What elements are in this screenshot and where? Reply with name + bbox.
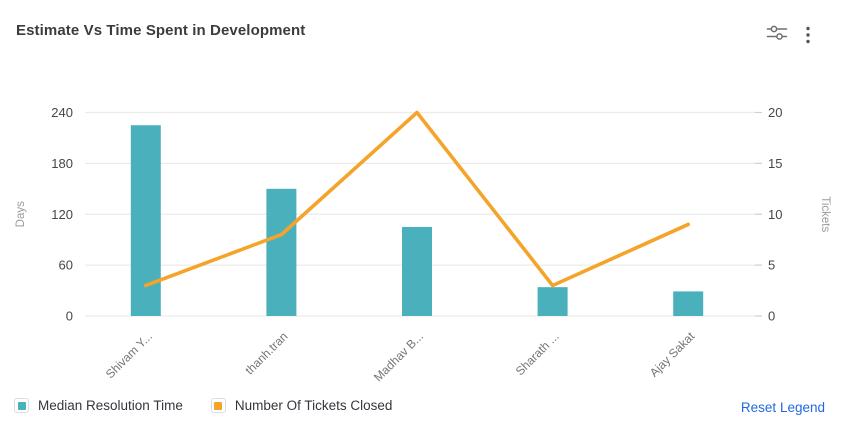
legend-swatch-fill	[17, 401, 26, 410]
left-axis-name: Days	[15, 201, 27, 227]
sliders-settings-icon[interactable]	[765, 21, 789, 45]
legend-item-number-of-tickets-closed[interactable]: Number Of Tickets Closed	[210, 398, 393, 413]
legend-swatch-fill	[214, 401, 223, 410]
legend-label: Median Resolution Time	[38, 398, 183, 413]
kebab-menu-icon	[806, 26, 810, 44]
bar-Sharath ...[interactable]	[537, 287, 568, 316]
more-options-menu[interactable]	[796, 23, 820, 47]
bar-Ajay Sakat[interactable]	[673, 291, 704, 316]
left-axis-tick-label: 240	[51, 105, 73, 120]
x-axis-category-label: Sharath ...	[513, 329, 562, 378]
legend-label: Number Of Tickets Closed	[234, 398, 393, 413]
x-axis-category-label: Madhav B...	[371, 329, 426, 384]
sliders-icon	[766, 25, 788, 40]
right-axis-name: Tickets	[819, 196, 831, 232]
reset-legend-link[interactable]: Reset Legend	[740, 400, 825, 415]
right-axis-tick-label: 0	[768, 309, 775, 324]
chart-legend: Median Resolution Time Number Of Tickets…	[14, 398, 392, 413]
bar-Madhav B...[interactable]	[402, 226, 432, 316]
left-axis-tick-label: 180	[51, 156, 73, 171]
right-axis-tick-label: 20	[768, 105, 782, 120]
legend-item-median-resolution-time[interactable]: Median Resolution Time	[14, 398, 183, 413]
legend-swatch-bar-series	[14, 398, 29, 413]
left-axis-tick-label: 0	[66, 309, 73, 324]
left-axis-tick-label: 120	[51, 207, 73, 222]
right-axis-tick-label: 15	[768, 156, 782, 171]
chart-title: Estimate Vs Time Spent in Development	[16, 22, 306, 39]
right-axis-tick-label: 10	[768, 207, 782, 222]
x-axis-category-label: Ajay Sakat	[647, 329, 698, 380]
left-axis-tick-label: 60	[59, 258, 73, 273]
x-axis-category-label: thanh.tran	[242, 329, 290, 377]
bar-Shivam Y...[interactable]	[130, 125, 161, 316]
right-axis-tick-label: 5	[768, 258, 775, 273]
bar-thanh.tran[interactable]	[266, 188, 297, 316]
x-axis-category-label: Shivam Y...	[103, 329, 155, 381]
legend-swatch-line-series	[210, 398, 226, 413]
tickets-closed-line[interactable]	[144, 110, 691, 288]
